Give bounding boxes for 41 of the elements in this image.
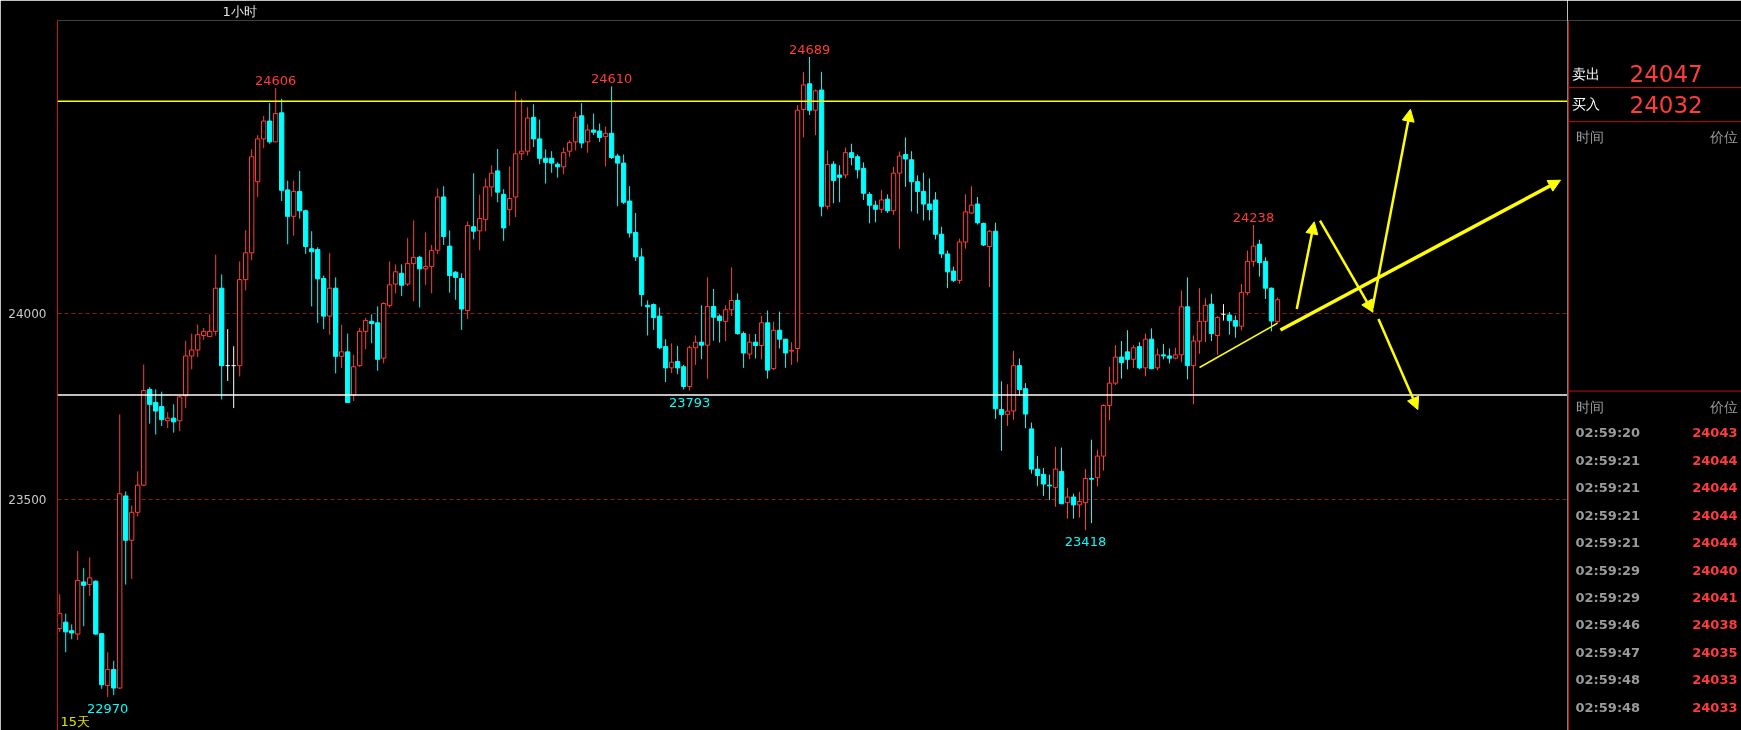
- text: 02:59:29: [1575, 562, 1641, 578]
- text: 时间: [1575, 129, 1604, 146]
- text: 02:59:21: [1575, 535, 1641, 551]
- text: 24033: [1692, 699, 1738, 715]
- text: 24044: [1692, 480, 1738, 496]
- annotation: 24610: [590, 71, 633, 87]
- text: 02:59:21: [1575, 480, 1641, 496]
- annotation: 24689: [788, 41, 831, 57]
- annotation: 24606: [255, 72, 297, 88]
- text: 02:59:21: [1575, 507, 1641, 523]
- text: 02:59:48: [1575, 672, 1641, 688]
- annotation: 22970: [87, 700, 129, 716]
- text: 价位: [1708, 129, 1738, 146]
- annotation: 15天: [60, 713, 91, 729]
- text: 价位: [1708, 398, 1738, 415]
- text: 02:59:46: [1575, 617, 1641, 633]
- y-tick-label: 24000: [8, 307, 47, 322]
- text: 24044: [1692, 452, 1738, 468]
- text: 02:59:29: [1575, 589, 1641, 605]
- text: 24032: [1629, 91, 1703, 118]
- text: 24043: [1692, 425, 1738, 441]
- text: 24041: [1692, 589, 1738, 605]
- text: 24038: [1692, 617, 1738, 633]
- text: 02:59:21: [1575, 452, 1641, 468]
- text: 卖出: [1571, 65, 1600, 82]
- text: 24035: [1692, 644, 1738, 660]
- text: 02:59:20: [1575, 425, 1641, 441]
- text: 24044: [1692, 507, 1738, 523]
- annotation: 23793: [668, 394, 711, 410]
- text: 02:59:48: [1575, 699, 1641, 715]
- text: 时间: [1575, 398, 1604, 415]
- annotation: 23418: [1064, 534, 1107, 550]
- chart-subtitle: 1小时: [222, 4, 257, 19]
- text: 24033: [1692, 672, 1738, 688]
- text: 24044: [1692, 535, 1738, 551]
- text: 买入: [1571, 96, 1600, 113]
- text: 02:59:47: [1575, 644, 1641, 660]
- y-tick-label: 23500: [8, 493, 47, 508]
- text: 24047: [1629, 61, 1703, 88]
- annotation: 24238: [1232, 209, 1275, 225]
- text: 24040: [1692, 562, 1738, 578]
